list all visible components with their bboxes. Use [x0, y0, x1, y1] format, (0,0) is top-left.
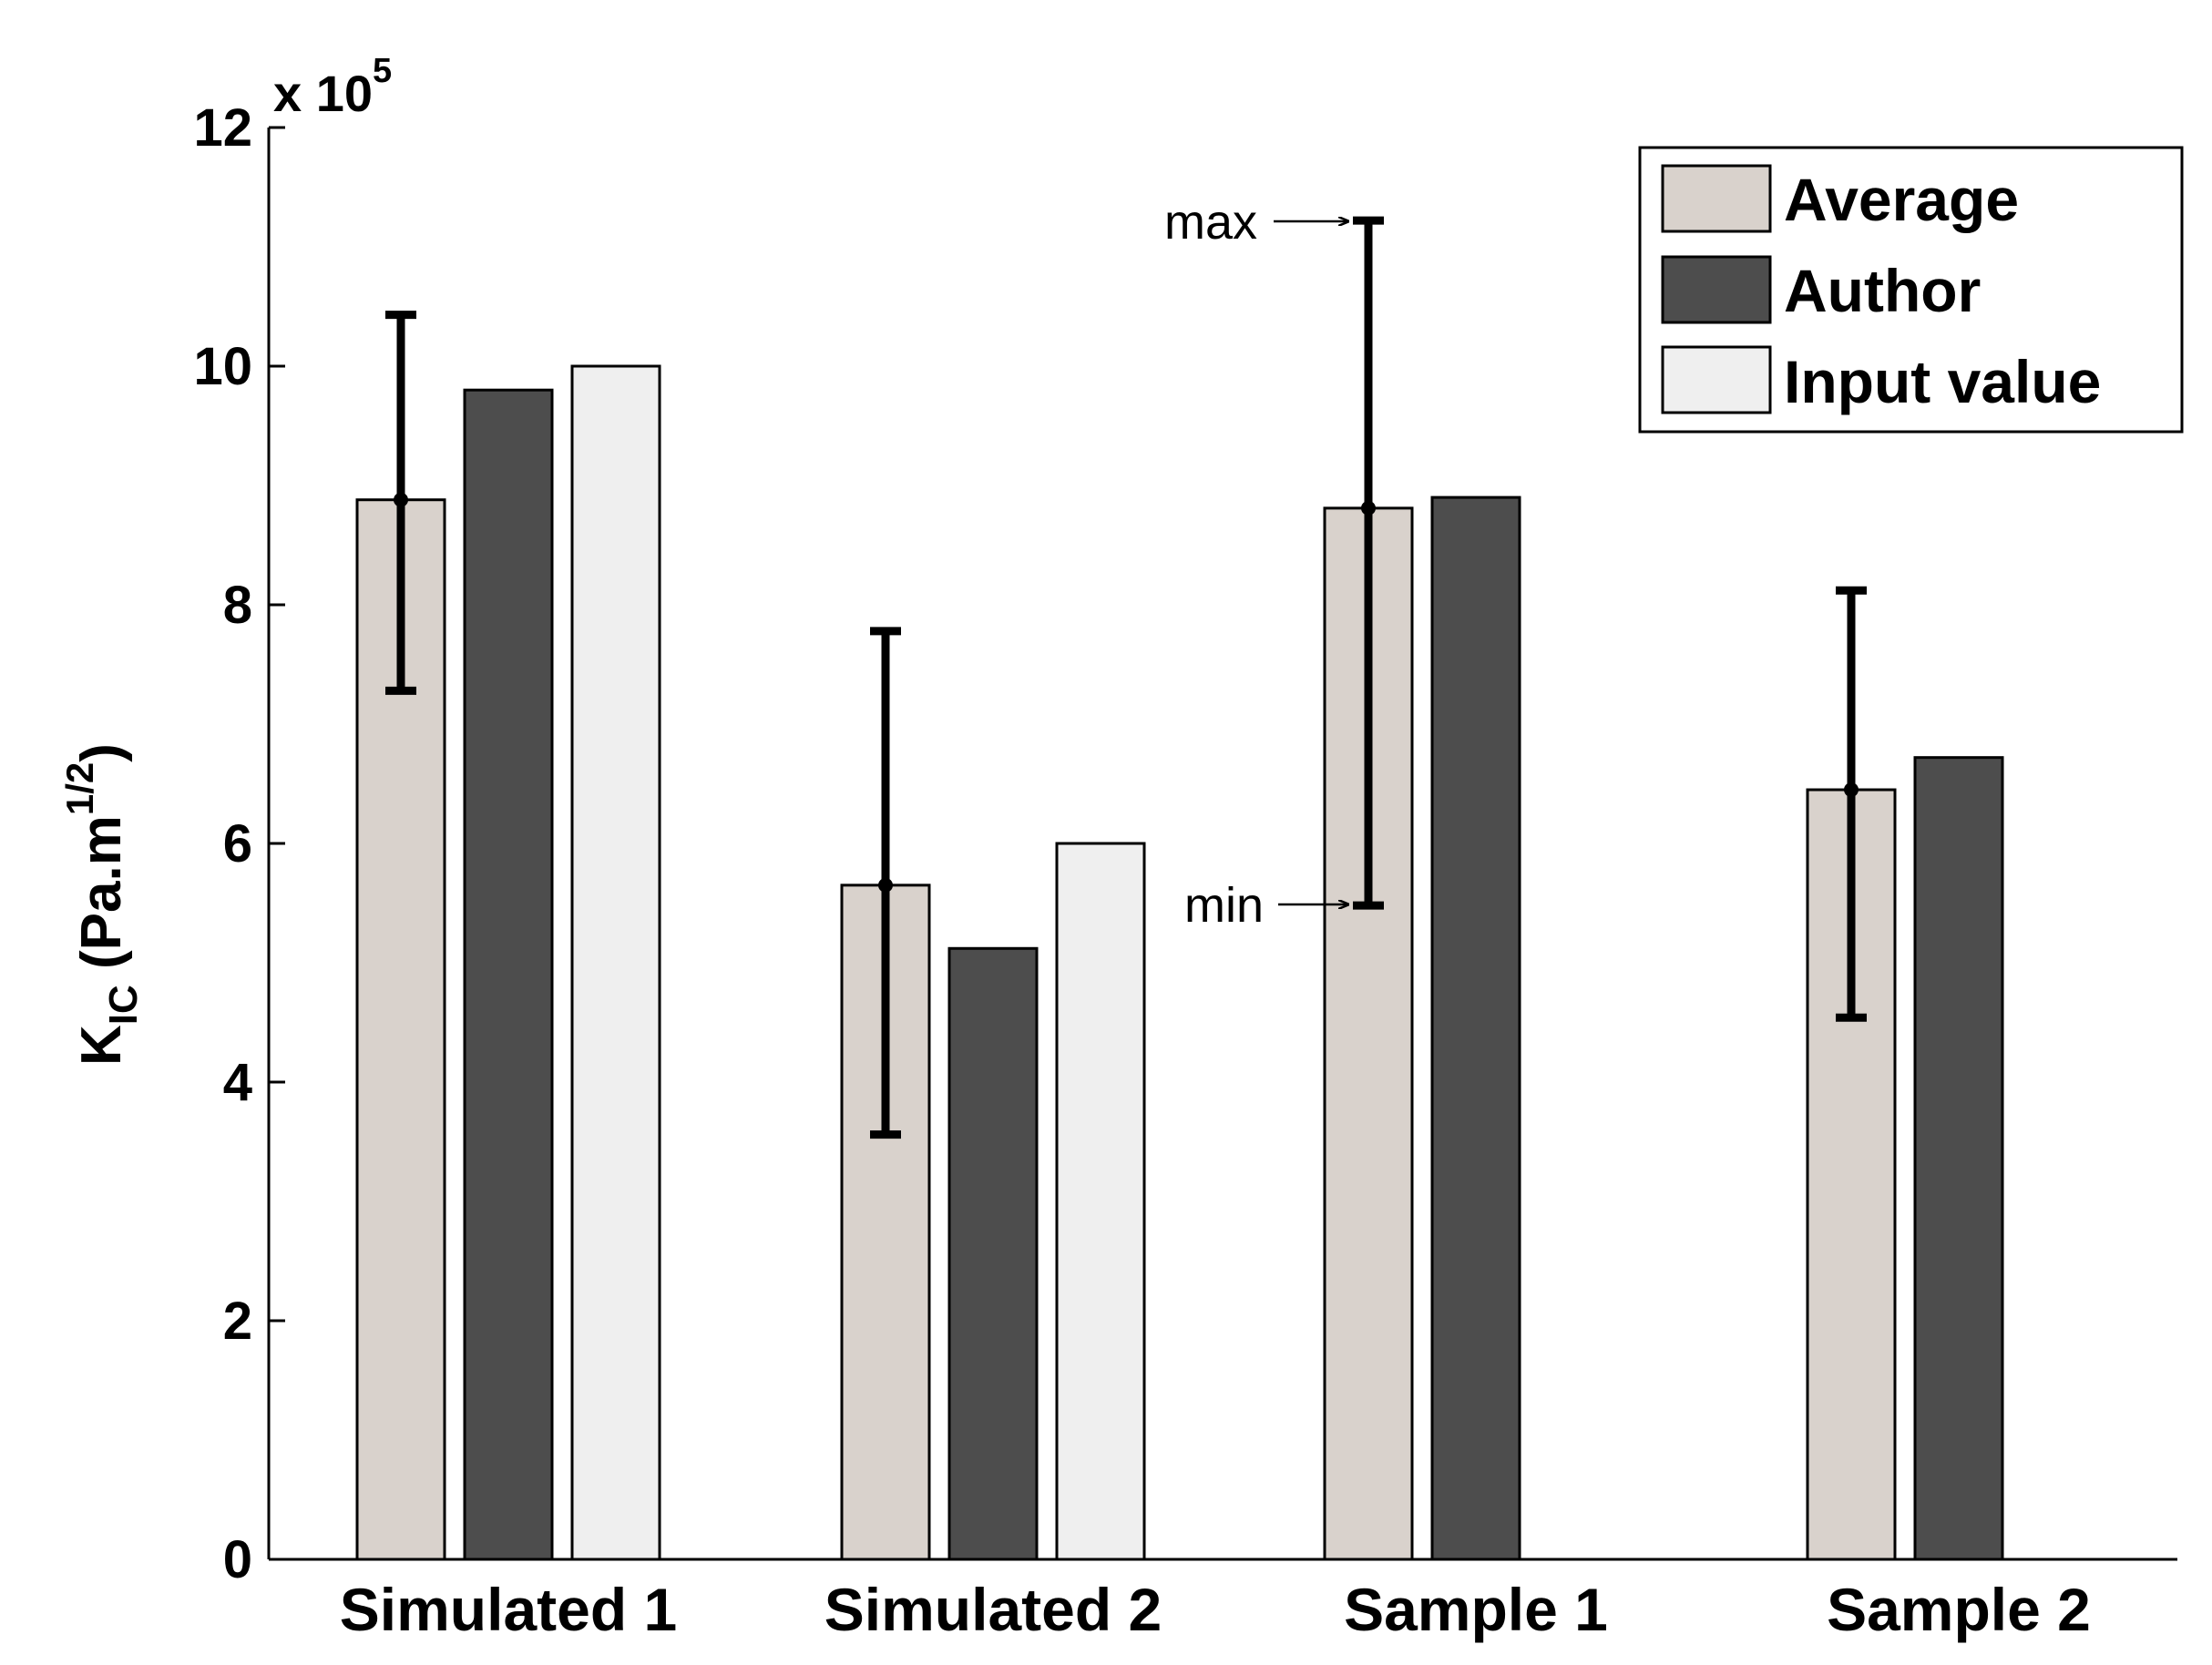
x-category-label: Simulated 1 — [340, 1576, 677, 1643]
x-category-label: Sample 1 — [1344, 1576, 1608, 1643]
y-tick-label: 2 — [223, 1292, 252, 1351]
legend-entry-average: Average — [1661, 164, 2019, 233]
y-tick-label: 12 — [193, 98, 252, 158]
x-category-label: Sample 2 — [1827, 1576, 2091, 1643]
error-bar-mean-marker — [878, 877, 893, 893]
y-tick-label: 10 — [193, 337, 252, 396]
error-bar-mean-marker — [394, 492, 408, 507]
y-tick-label: 6 — [223, 814, 252, 873]
annotations: max min — [1164, 195, 1348, 933]
bar-input-value — [570, 364, 661, 1561]
legend-label-input-value: Input value — [1784, 348, 2101, 415]
bar-author — [1430, 495, 1521, 1561]
legend-swatch-average — [1661, 164, 1772, 233]
y-axis-label: KIC (Pa.m1/2) — [58, 743, 146, 1066]
legend-label-average: Average — [1784, 166, 2019, 233]
bar-author — [1913, 756, 2004, 1561]
y-ticks: 0 2 4 6 8 10 12 — [193, 98, 285, 1589]
x-category-label: Simulated 2 — [824, 1576, 1162, 1643]
error-bar-mean-marker — [1844, 782, 1859, 798]
legend-swatch-input-value — [1661, 345, 1772, 414]
legend: Average Author Input value — [1638, 146, 2184, 434]
y-tick-label: 8 — [223, 576, 252, 635]
error-bar-mean-marker — [1361, 500, 1376, 516]
legend-label-author: Author — [1784, 257, 1981, 324]
error-bars — [385, 216, 1867, 1139]
y-tick-label: 0 — [223, 1530, 252, 1589]
annotation-min-label: min — [1184, 878, 1264, 933]
bars — [355, 364, 2004, 1561]
legend-swatch-author — [1661, 255, 1772, 324]
annotation-max-label: max — [1164, 195, 1257, 250]
y-multiplier-label: x 105 — [273, 52, 392, 122]
bar-input-value — [1055, 842, 1146, 1561]
bar-author — [463, 388, 554, 1561]
y-tick-label: 4 — [223, 1053, 252, 1112]
bar-author — [947, 946, 1039, 1561]
legend-entry-input-value: Input value — [1661, 345, 2101, 415]
category-labels: Simulated 1 Simulated 2 Sample 1 Sample 2 — [340, 1576, 2091, 1643]
legend-entry-author: Author — [1661, 255, 1981, 324]
